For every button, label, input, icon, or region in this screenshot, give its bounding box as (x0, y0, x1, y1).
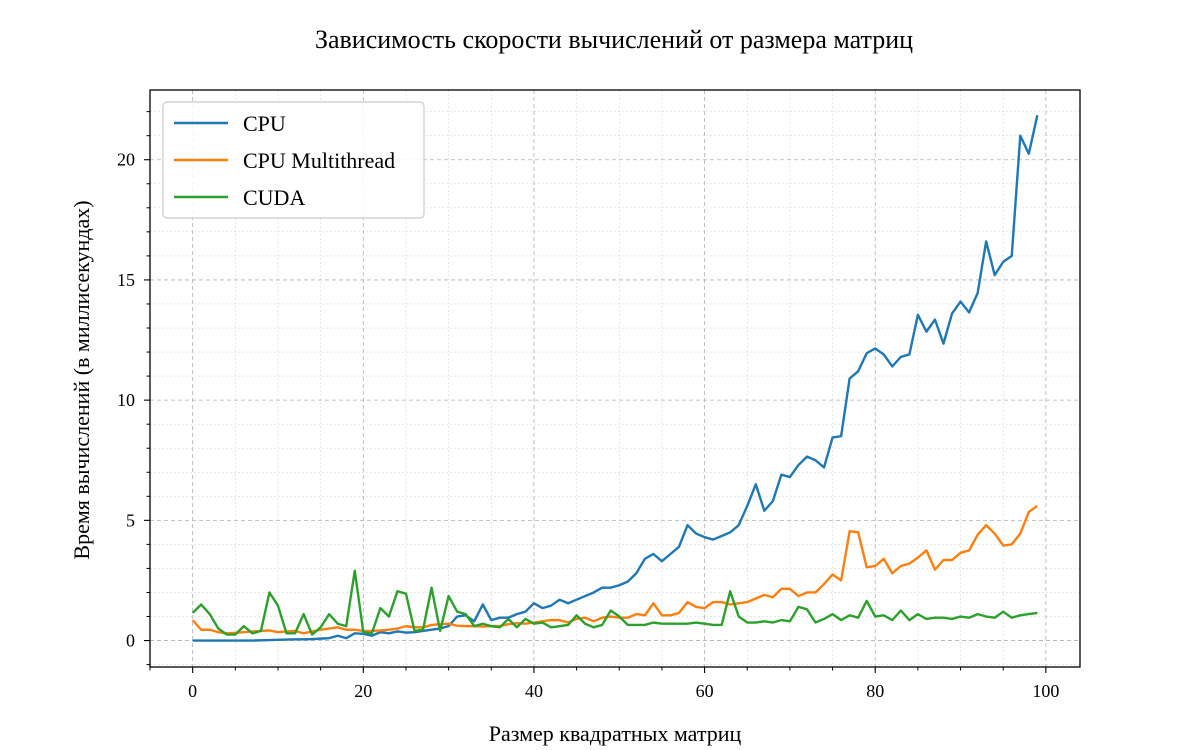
x-axis-label: Размер квадратных матриц (489, 721, 742, 746)
legend-box (162, 101, 425, 219)
legend-label-cpu: CPU (243, 111, 286, 136)
axis-ticks: 0 20 40 60 80 100 0 5 10 15 20 (117, 111, 1059, 701)
series-lines (191, 114, 1039, 642)
x-tick-label: 80 (866, 681, 884, 701)
y-axis-label: Время вычислений (в миллисекундах) (69, 200, 94, 559)
legend: CPU CPU Multithread CUDA (162, 101, 425, 219)
y-tick-label: 10 (117, 390, 135, 410)
series-line-cuda (191, 569, 1038, 636)
x-tick-label: 20 (354, 681, 372, 701)
series-line-cpu (192, 114, 1039, 642)
y-tick-label: 15 (117, 270, 135, 290)
y-tick-label: 20 (117, 150, 135, 170)
plot-frame (149, 89, 1081, 668)
x-tick-label: 0 (188, 681, 197, 701)
y-tick-label: 0 (126, 631, 135, 651)
legend-label-cuda: CUDA (243, 185, 305, 210)
x-tick-label: 60 (696, 681, 714, 701)
legend-label-cpu-multithread: CPU Multithread (243, 148, 395, 173)
series-line-cpu-multithread (191, 504, 1039, 635)
x-tick-label: 100 (1032, 681, 1059, 701)
chart-title: Зависимость скорости вычислений от разме… (315, 25, 913, 54)
y-tick-label: 5 (126, 510, 135, 530)
x-tick-label: 40 (525, 681, 543, 701)
